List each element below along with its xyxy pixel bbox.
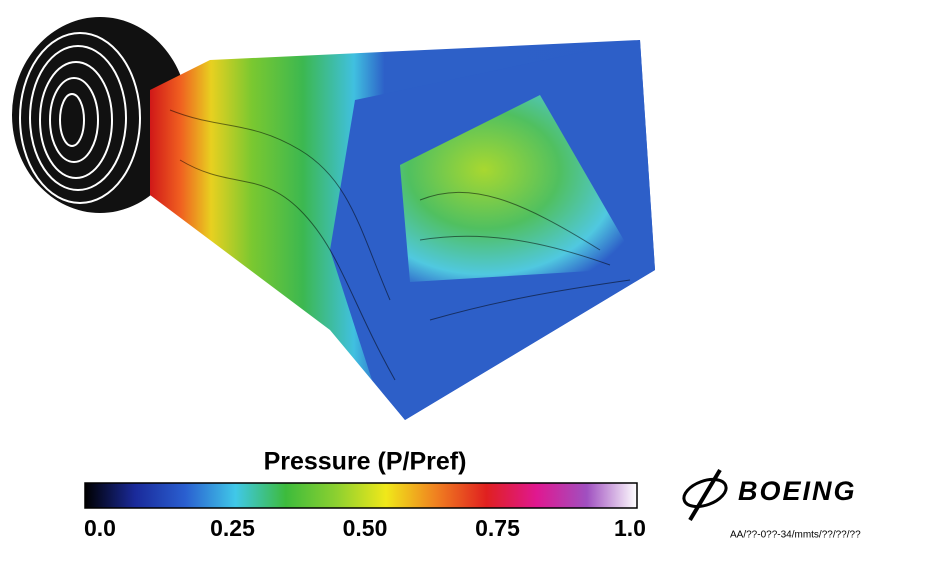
logo-code: AA/??-0??-34/mmts/??/??/?? xyxy=(730,530,861,541)
cfd-render xyxy=(12,17,655,420)
tick-label: 0.25 xyxy=(210,515,255,541)
tick-label: 0.0 xyxy=(84,515,116,541)
logo: BOEING AA/??-0??-34/mmts/??/??/?? xyxy=(680,470,861,541)
tick-label: 0.75 xyxy=(475,515,520,541)
colorbar-ticks: 0.0 0.25 0.50 0.75 1.0 xyxy=(84,515,646,541)
tick-label: 0.50 xyxy=(343,515,388,541)
colorbar-title: Pressure (P/Pref) xyxy=(264,448,467,476)
colorbar xyxy=(85,483,637,508)
tick-label: 1.0 xyxy=(614,515,646,541)
page: Pressure (P/Pref) 0.0 0.25 0.50 0.75 1.0 BOE… xyxy=(0,0,928,564)
logo-text: BOEING xyxy=(738,476,857,506)
logo-symbol xyxy=(690,470,720,520)
